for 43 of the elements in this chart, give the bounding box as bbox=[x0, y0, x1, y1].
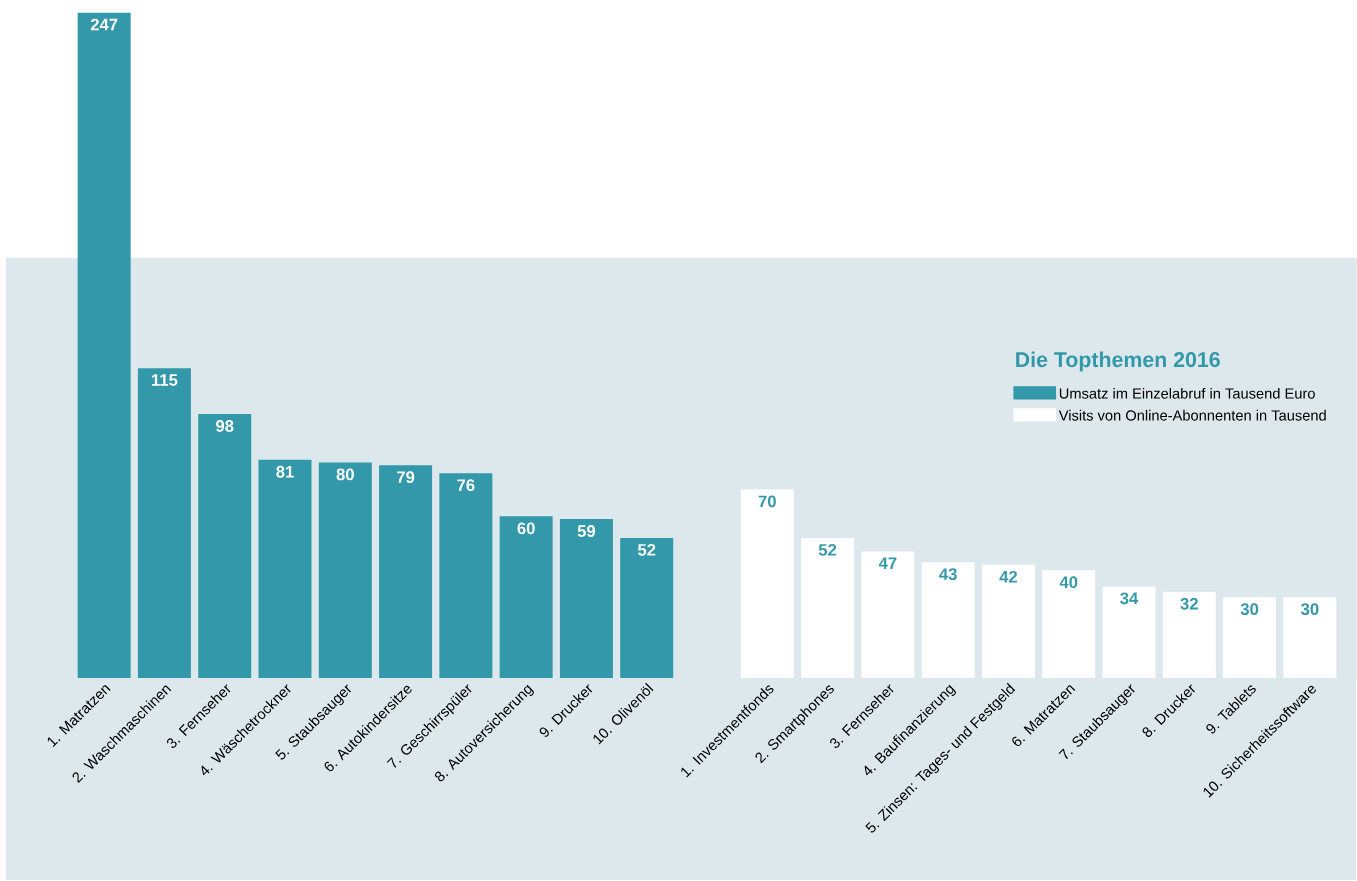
bar bbox=[379, 465, 433, 678]
data-label: 76 bbox=[457, 479, 475, 492]
data-label: 70 bbox=[758, 495, 776, 508]
data-label: 52 bbox=[637, 543, 656, 556]
bar bbox=[77, 12, 131, 678]
bar bbox=[1283, 597, 1337, 678]
data-label: 115 bbox=[152, 374, 178, 386]
legend-label: Visits von Online-Abonnenten in Tausend bbox=[1058, 409, 1326, 421]
data-label: 81 bbox=[276, 465, 294, 478]
legend-label: Umsatz im Einzelabruf in Tausend Euro bbox=[1059, 387, 1315, 399]
data-label: 247 bbox=[90, 18, 118, 31]
data-label: 98 bbox=[216, 420, 234, 432]
bar bbox=[137, 368, 191, 678]
bar bbox=[559, 519, 613, 678]
data-label: 34 bbox=[1120, 592, 1139, 605]
data-label: 40 bbox=[1059, 576, 1078, 589]
data-label: 30 bbox=[1240, 603, 1259, 616]
bar bbox=[861, 551, 915, 678]
bar bbox=[740, 489, 794, 678]
data-label: 79 bbox=[397, 471, 415, 484]
data-label: 47 bbox=[878, 557, 897, 569]
bar bbox=[1102, 586, 1156, 678]
data-label: 32 bbox=[1180, 597, 1198, 610]
data-label: 80 bbox=[336, 468, 354, 481]
bar bbox=[258, 459, 312, 678]
data-label: 52 bbox=[818, 543, 837, 556]
bar bbox=[198, 414, 252, 678]
bar bbox=[439, 473, 493, 678]
data-label: 42 bbox=[999, 570, 1018, 583]
legend-title: Die Topthemen 2016 bbox=[1016, 351, 1220, 372]
data-label: 59 bbox=[577, 525, 596, 537]
bar bbox=[921, 562, 975, 678]
bar bbox=[620, 537, 674, 678]
data-label: 30 bbox=[1300, 603, 1319, 616]
bar bbox=[318, 462, 372, 678]
bar bbox=[1223, 597, 1277, 678]
bar bbox=[1042, 570, 1096, 678]
data-label: 60 bbox=[517, 522, 535, 535]
bar bbox=[499, 516, 553, 678]
bar bbox=[1162, 591, 1216, 678]
bar bbox=[801, 537, 855, 678]
bar bbox=[981, 564, 1035, 678]
data-label: 43 bbox=[939, 568, 957, 581]
